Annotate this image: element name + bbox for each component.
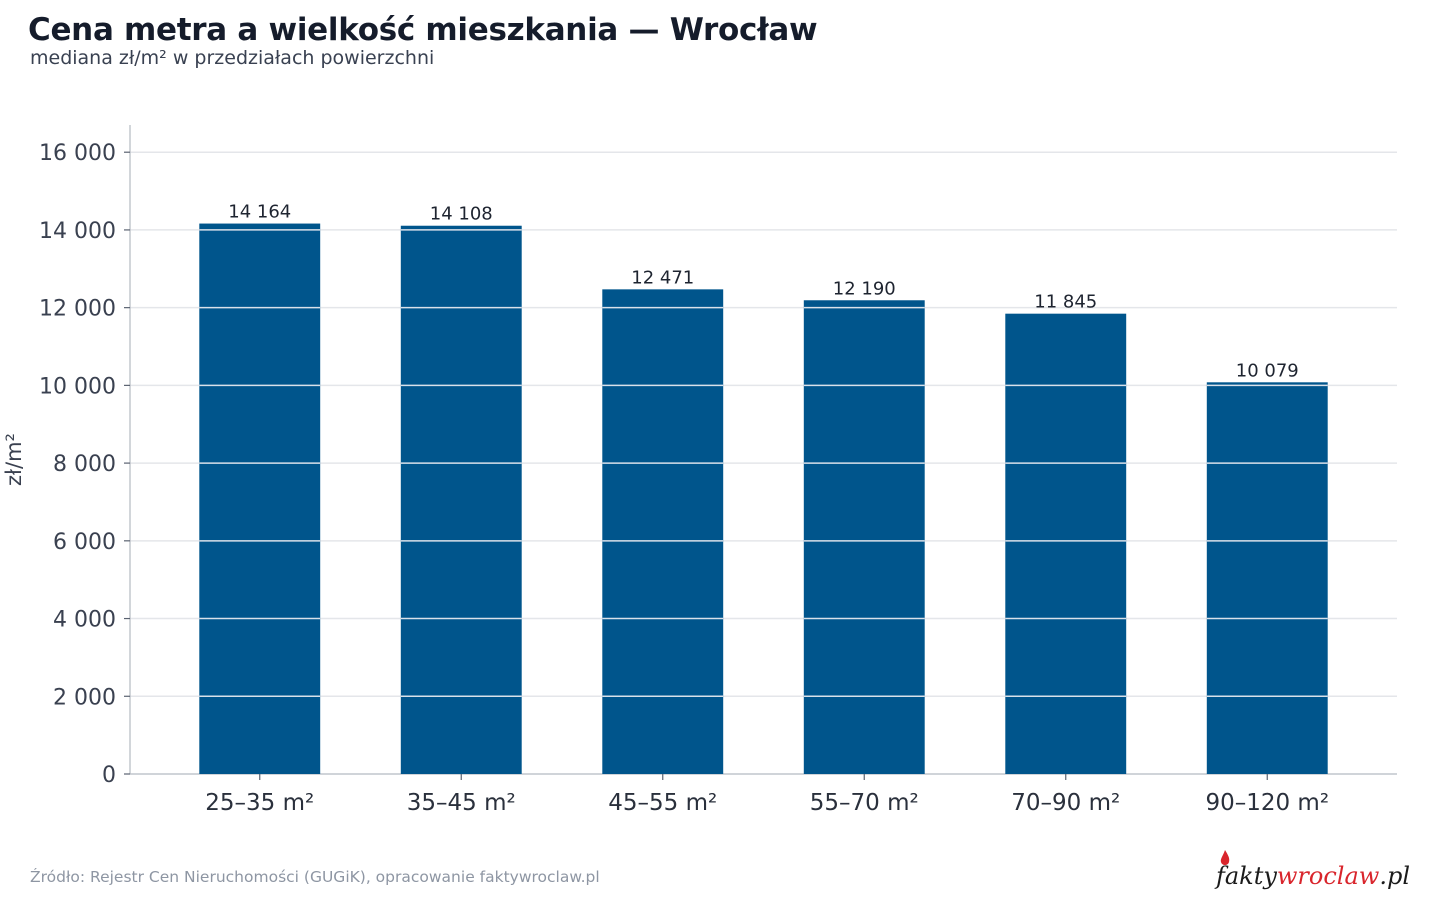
x-tick-label: 45–55 m² (608, 790, 717, 816)
bar (1005, 313, 1127, 774)
y-tick-label: 0 (102, 763, 116, 788)
bar-value-label: 14 164 (228, 202, 291, 223)
bar-value-label: 11 845 (1034, 292, 1097, 313)
y-axis-title: zł/m² (2, 433, 26, 486)
chart-subtitle: mediana zł/m² w przedziałach powierzchni (30, 47, 435, 69)
x-tick-label: 55–70 m² (810, 790, 919, 816)
source-note: Źródło: Rejestr Cen Nieruchomości (GUGiK… (30, 868, 600, 886)
bar (602, 289, 724, 774)
x-tick-label: 25–35 m² (205, 790, 314, 816)
y-tick-label: 6 000 (53, 530, 116, 555)
x-tick-label: 35–45 m² (407, 790, 516, 816)
x-tick-label: 70–90 m² (1011, 790, 1120, 816)
bar-value-label: 10 079 (1236, 360, 1299, 381)
flame-icon (1220, 850, 1230, 865)
bar (1206, 382, 1328, 774)
y-tick-label: 4 000 (53, 608, 116, 633)
bar (400, 225, 522, 774)
y-tick-label: 8 000 (53, 452, 116, 477)
y-tick-label: 14 000 (39, 219, 116, 244)
logo-text-wroclaw: wroclaw (1276, 862, 1380, 890)
x-tick-label: 90–120 m² (1205, 790, 1329, 816)
logo-text-fakty: fakty (1215, 862, 1277, 890)
y-tick-label: 16 000 (39, 141, 116, 166)
brand-logo: fakty wroclaw .pl (1216, 850, 1410, 890)
logo-text-pl: .pl (1379, 862, 1410, 890)
bar (803, 300, 925, 774)
y-tick-label: 2 000 (53, 685, 116, 710)
y-tick-label: 12 000 (39, 297, 116, 322)
bar-value-label: 12 471 (631, 267, 694, 288)
bar-value-label: 14 108 (430, 204, 493, 225)
chart-title: Cena metra a wielkość mieszkania — Wrocł… (28, 12, 818, 48)
bar-value-label: 12 190 (833, 278, 896, 299)
bar (199, 223, 321, 774)
y-tick-label: 10 000 (39, 374, 116, 399)
